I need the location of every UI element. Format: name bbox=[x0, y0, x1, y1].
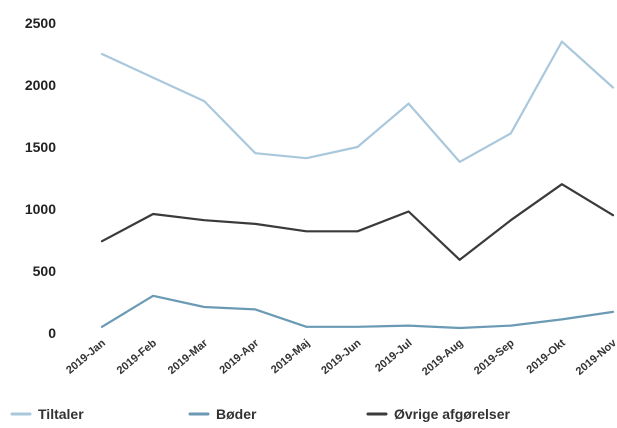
y-tick-label: 1500 bbox=[25, 139, 56, 155]
y-tick-label: 500 bbox=[33, 263, 57, 279]
y-tick-label: 1000 bbox=[25, 201, 56, 217]
x-tick-label: 2019-Jan bbox=[64, 337, 108, 377]
x-tick-label: 2019-Maj bbox=[269, 337, 312, 376]
y-tick-label: 2000 bbox=[25, 77, 56, 93]
legend-label: Øvrige afgørelser bbox=[394, 406, 510, 422]
x-tick-label: 2019-Nov bbox=[574, 337, 617, 378]
legend: Tiltaler Bøder Øvrige afgørelser bbox=[10, 406, 510, 422]
legend-label: Tiltaler bbox=[38, 406, 84, 422]
legend-label: Bøder bbox=[216, 406, 257, 422]
y-axis: 0 500 1000 1500 2000 2500 bbox=[25, 15, 56, 341]
x-tick-label: 2019-Sep bbox=[472, 337, 517, 377]
series-lines bbox=[100, 40, 615, 330]
series-line-2 bbox=[100, 183, 615, 261]
x-tick-label: 2019-Okt bbox=[525, 337, 569, 376]
x-axis: 2019-Jan 2019-Feb 2019-Mar 2019-Apr 2019-Maj… bbox=[64, 337, 617, 379]
x-tick-label: 2019-Apr bbox=[217, 337, 261, 377]
x-tick-label: 2019-Aug bbox=[420, 337, 466, 378]
x-tick-label: 2019-Jun bbox=[319, 337, 363, 377]
x-tick-label: 2019-Feb bbox=[115, 337, 159, 377]
x-tick-label: 2019-Mar bbox=[166, 337, 211, 377]
y-tick-label: 2500 bbox=[25, 15, 56, 31]
y-tick-label: 0 bbox=[48, 325, 56, 341]
series-line-1 bbox=[100, 294, 615, 330]
series-line-0 bbox=[100, 40, 615, 163]
x-tick-label: 2019-Jul bbox=[373, 337, 414, 374]
